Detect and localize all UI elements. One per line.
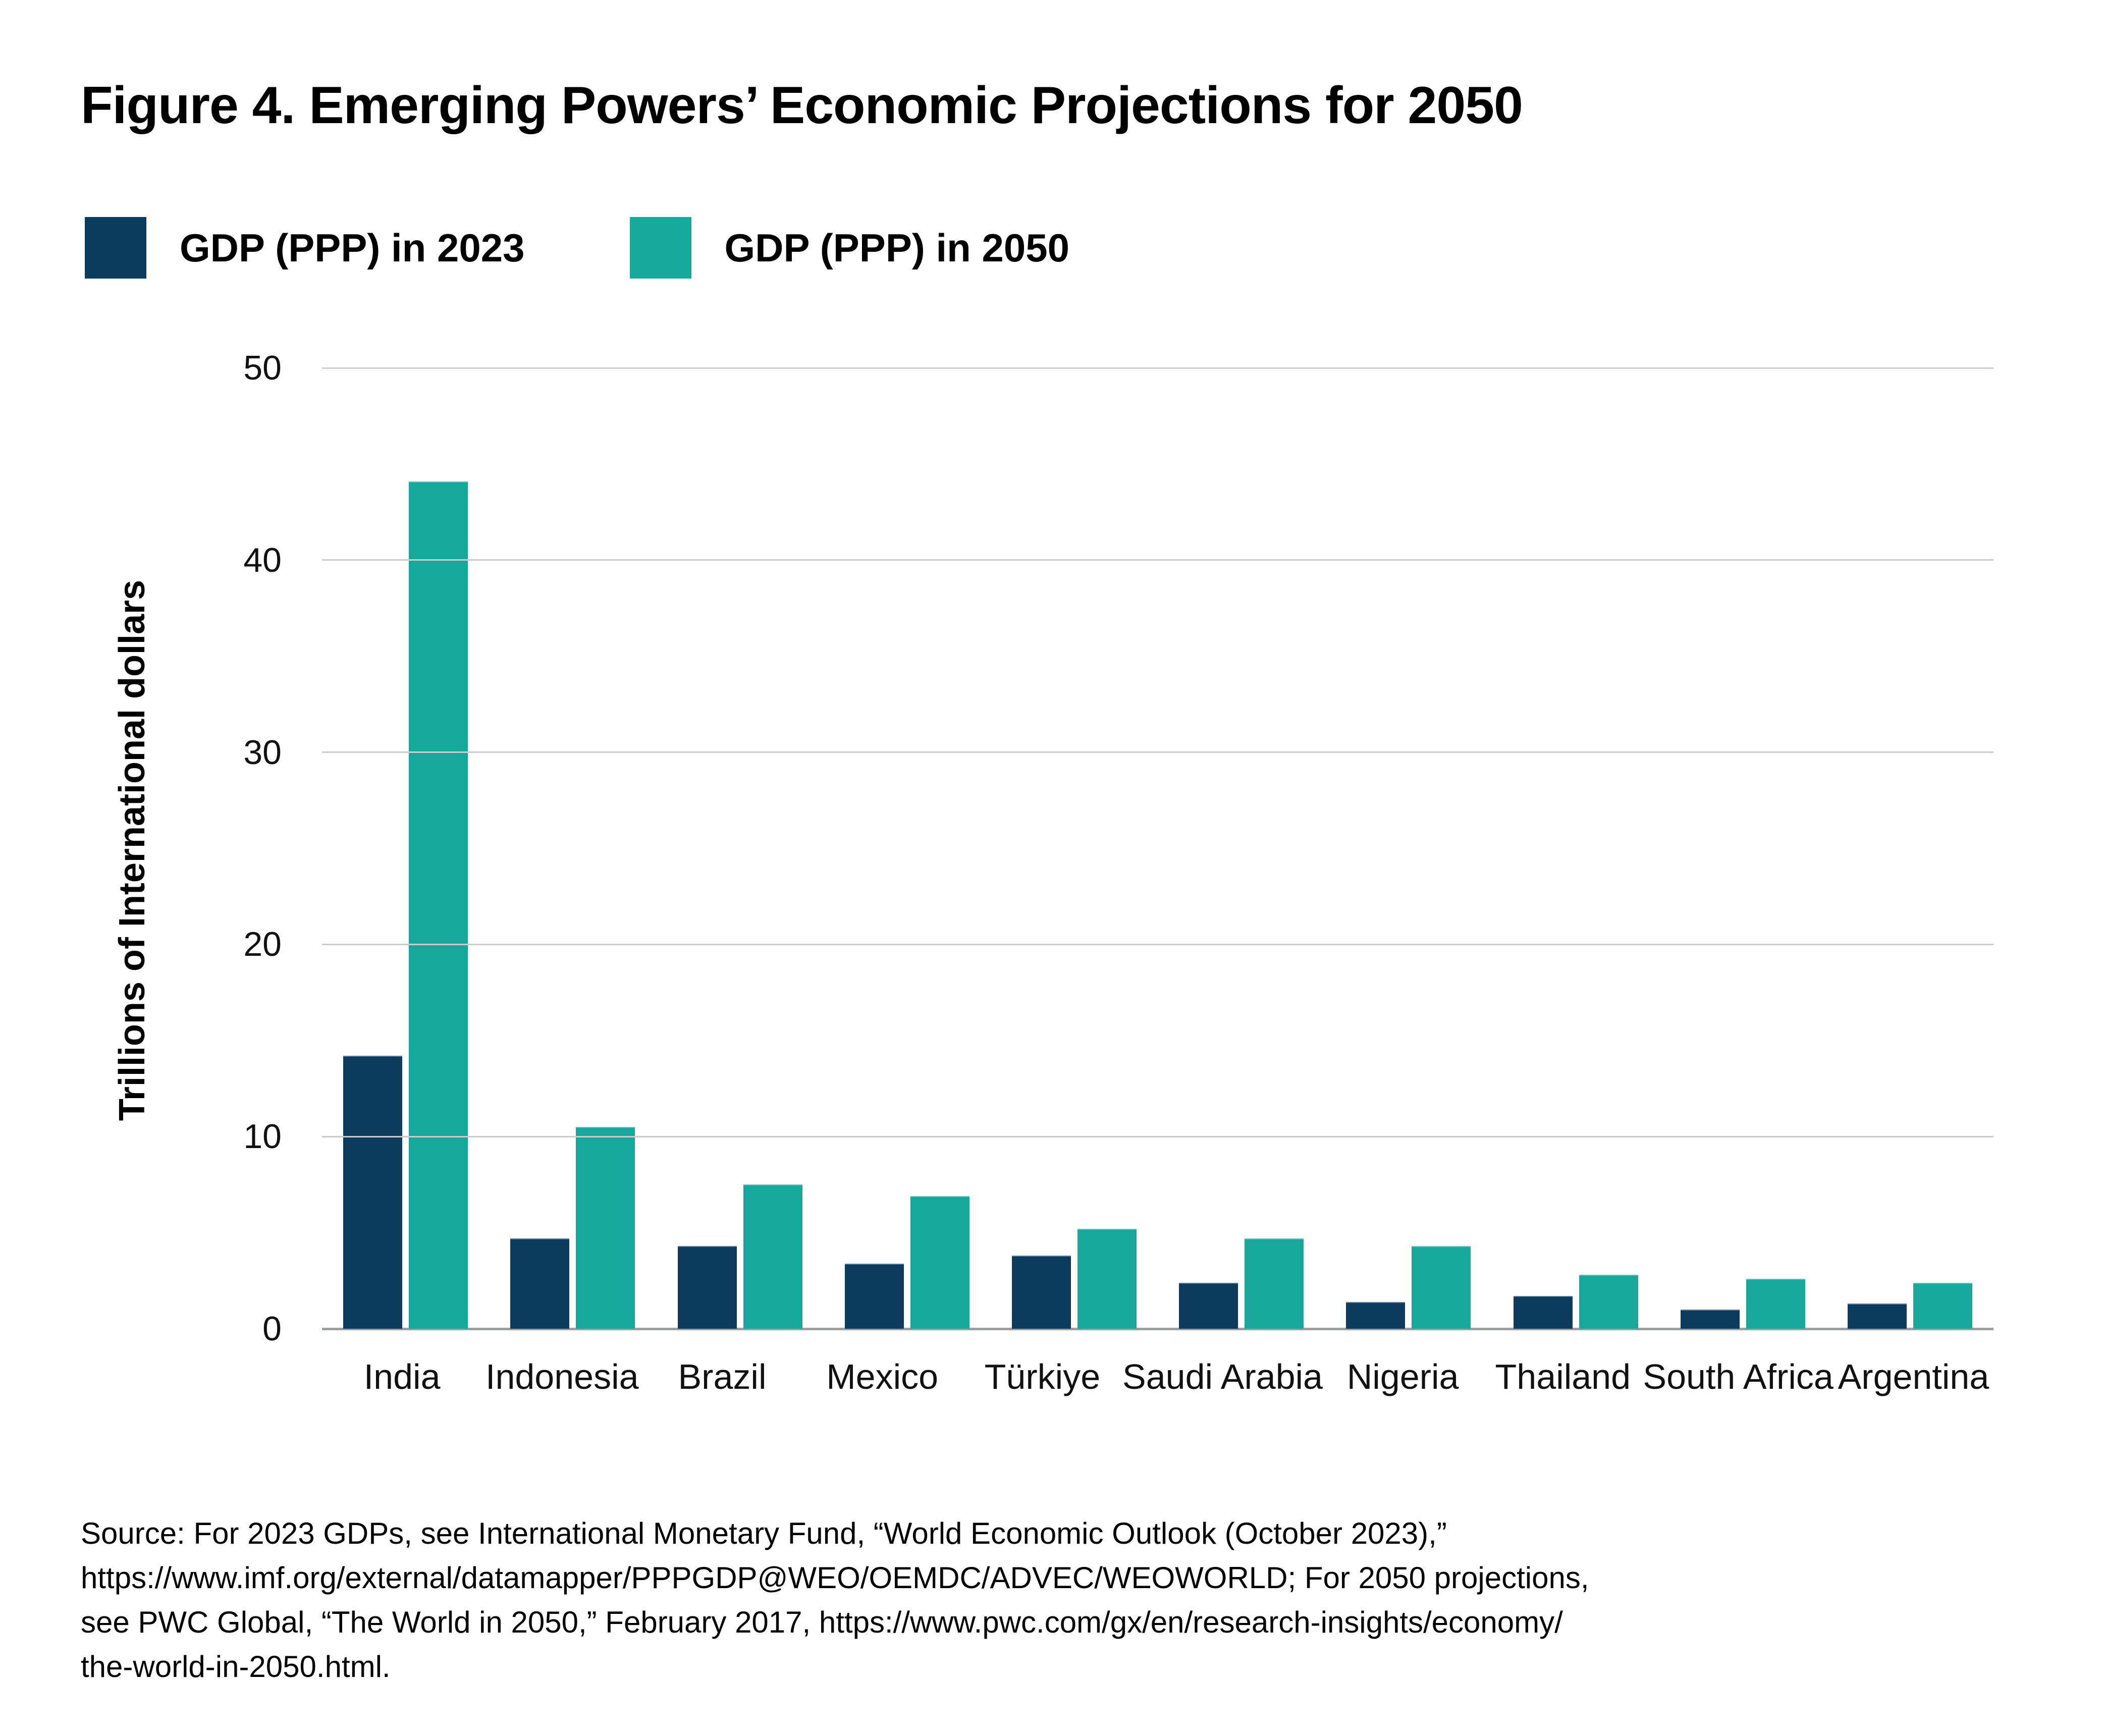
- bar-2050-indonesia: [576, 1127, 635, 1329]
- bar-2023-mexico: [844, 1264, 904, 1329]
- bar-2023-thailand: [1513, 1296, 1573, 1329]
- legend-item-2050: GDP (PPP) in 2050: [629, 217, 1070, 279]
- bar-group-india: [322, 368, 489, 1329]
- bar-group-argentina: [1826, 368, 1993, 1329]
- x-label-saudi-arabia: Saudi Arabia: [1122, 1357, 1323, 1396]
- gridline-50: [322, 367, 1993, 369]
- y-tick-30: 30: [243, 733, 282, 772]
- bar-group-south-africa: [1659, 368, 1826, 1329]
- x-axis-labels: India Indonesia Brazil Mexico Türkiye Saudi A…: [322, 1349, 1993, 1404]
- figure-title: Figure 4. Emerging Powers’ Economic Proj…: [81, 76, 1523, 135]
- legend-swatch-2023: [85, 217, 146, 279]
- x-label-thailand: Thailand: [1495, 1357, 1631, 1396]
- source-line-2: https://www.imf.org/external/datamapper/…: [81, 1561, 1589, 1595]
- x-label-indonesia: Indonesia: [486, 1357, 639, 1396]
- legend-label-2023: GDP (PPP) in 2023: [180, 225, 525, 270]
- bar-2023-india: [343, 1056, 403, 1329]
- x-label-brazil: Brazil: [678, 1357, 767, 1396]
- bar-group-türkiye: [991, 368, 1158, 1329]
- bar-2023-south-africa: [1680, 1310, 1740, 1329]
- legend-swatch-2050: [629, 217, 691, 279]
- y-tick-20: 20: [243, 925, 282, 964]
- bar-2023-türkiye: [1011, 1256, 1071, 1329]
- source-note: Source: For 2023 GDPs, see International…: [81, 1511, 2029, 1689]
- gridline-20: [322, 943, 1993, 945]
- x-label-south-africa: South Africa: [1643, 1357, 1834, 1396]
- x-label-argentina: Argentina: [1838, 1357, 1989, 1396]
- bar-2023-saudi-arabia: [1179, 1283, 1238, 1329]
- bar-group-mexico: [824, 368, 991, 1329]
- bar-2023-indonesia: [510, 1238, 570, 1329]
- x-label-türkiye: Türkiye: [984, 1357, 1101, 1396]
- bar-group-thailand: [1492, 368, 1659, 1329]
- bar-2050-brazil: [743, 1184, 802, 1329]
- bar-2050-nigeria: [1412, 1246, 1471, 1329]
- bar-group-brazil: [656, 368, 823, 1329]
- gridline-10: [322, 1135, 1993, 1137]
- source-line-1: Source: For 2023 GDPs, see International…: [81, 1516, 1447, 1550]
- bar-2050-argentina: [1913, 1283, 1972, 1329]
- y-axis-title: Trillions of International dollars: [112, 579, 152, 1121]
- bar-2050-saudi-arabia: [1245, 1238, 1304, 1329]
- bar-2050-thailand: [1579, 1275, 1638, 1329]
- x-label-india: India: [363, 1357, 441, 1396]
- bar-2023-nigeria: [1346, 1302, 1406, 1329]
- x-label-nigeria: Nigeria: [1346, 1357, 1459, 1396]
- bar-group-indonesia: [489, 368, 656, 1329]
- source-line-4: the-world-in-2050.html.: [81, 1650, 391, 1684]
- x-axis-line: [322, 1328, 1993, 1330]
- legend-item-2023: GDP (PPP) in 2023: [85, 217, 525, 279]
- y-tick-50: 50: [243, 349, 282, 387]
- y-tick-0: 0: [262, 1310, 282, 1348]
- bar-2050-mexico: [910, 1196, 969, 1329]
- bar-2023-brazil: [677, 1246, 737, 1329]
- gridline-30: [322, 751, 1993, 753]
- legend-label-2050: GDP (PPP) in 2050: [724, 225, 1070, 270]
- bars-row: [322, 368, 1993, 1329]
- bar-2050-south-africa: [1746, 1279, 1805, 1329]
- bar-2050-türkiye: [1077, 1229, 1137, 1329]
- gridline-40: [322, 559, 1993, 561]
- bar-group-saudi-arabia: [1158, 368, 1325, 1329]
- y-tick-40: 40: [243, 540, 282, 579]
- bar-group-nigeria: [1325, 368, 1492, 1329]
- plot-area: [322, 367, 1993, 1330]
- y-tick-10: 10: [243, 1117, 282, 1156]
- legend: GDP (PPP) in 2023 GDP (PPP) in 2050: [85, 217, 1069, 279]
- bar-2023-argentina: [1847, 1304, 1907, 1329]
- bar-2050-india: [409, 481, 468, 1329]
- x-label-mexico: Mexico: [826, 1357, 939, 1396]
- source-line-3: see PWC Global, “The World in 2050,” Feb…: [81, 1605, 1563, 1639]
